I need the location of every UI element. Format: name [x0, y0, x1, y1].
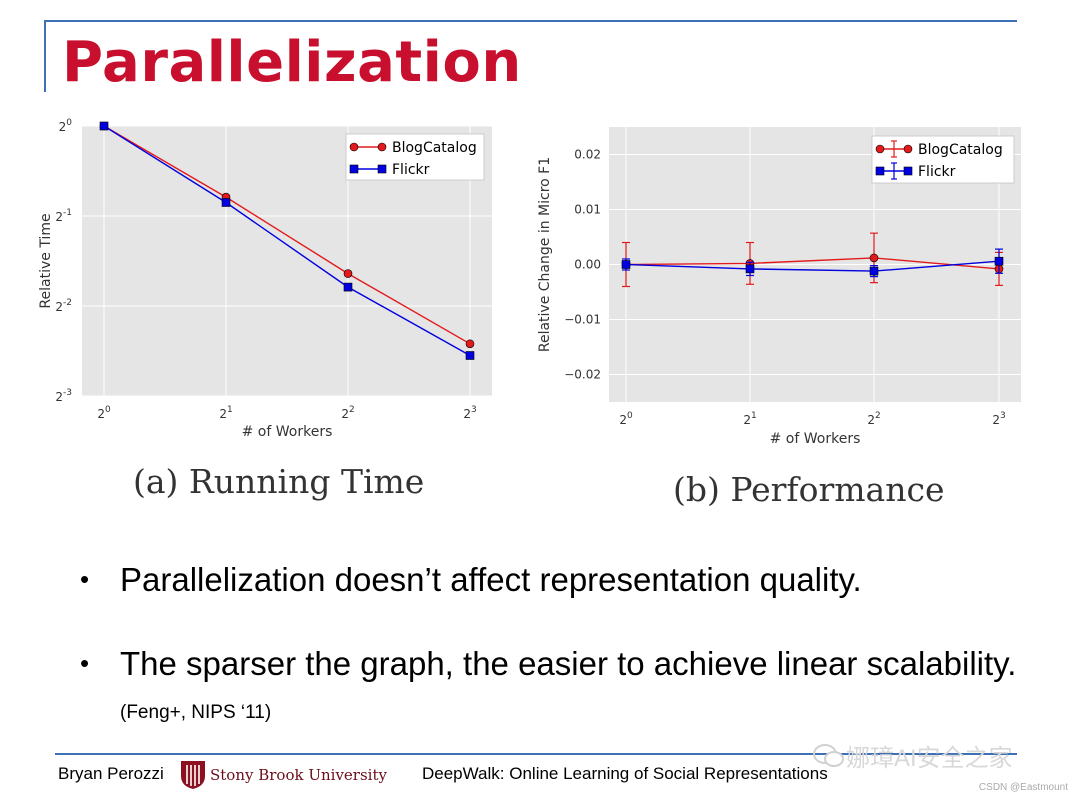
x-tick-label: 20: [619, 411, 633, 427]
data-point-flickr: [221, 198, 231, 207]
y-tick-label: 0.01: [574, 203, 601, 217]
data-point-flickr: [745, 264, 755, 274]
data-point-flickr: [343, 282, 353, 292]
y-tick-label: 20: [59, 118, 73, 134]
bullet-list: • Parallelization doesn’t affect represe…: [80, 558, 1020, 775]
university-logo: Stony Brook University: [180, 760, 387, 790]
series-line-flickr: [625, 260, 1000, 272]
top-rule: [45, 20, 1017, 22]
legend-marker: [377, 142, 387, 152]
legend-marker: [349, 142, 359, 152]
x-tick-label: 22: [341, 405, 354, 421]
footer-talk-title: DeepWalk: Online Learning of Social Repr…: [422, 764, 828, 783]
watermark-text: 娜璋AI安全之家: [846, 745, 1013, 772]
legend-box: [871, 135, 1015, 184]
legend-label-blogcatalog: BlogCatalog: [392, 140, 477, 156]
y-tick-label: 0.02: [574, 148, 601, 162]
x-tick-label: 21: [743, 411, 756, 427]
bullet-dot-icon: •: [80, 564, 90, 594]
y-axis-label: Relative Change in Micro F1: [537, 157, 553, 352]
y-tick-label: 2-3: [55, 388, 72, 404]
data-point-blogcatalog: [343, 269, 353, 278]
series-line-flickr: [103, 125, 471, 357]
data-point-flickr: [99, 121, 109, 131]
credit-text: CSDN @Eastmount: [978, 782, 1068, 793]
slide-title: Parallelization: [62, 30, 522, 95]
legend-marker: [875, 144, 885, 154]
x-tick-label: 23: [463, 405, 476, 421]
caption-running-time: (a) Running Time: [133, 462, 425, 501]
legend-label-flickr: Flickr: [392, 162, 430, 178]
data-point-blogcatalog: [869, 253, 879, 263]
bullet-item: • Parallelization doesn’t affect represe…: [80, 558, 1020, 601]
x-tick-label: 23: [992, 411, 1005, 427]
legend-marker: [377, 164, 387, 174]
y-tick-label: 2-1: [55, 208, 72, 224]
legend-label-blogcatalog: BlogCatalog: [918, 142, 1003, 158]
footer-author: Bryan Perozzi: [58, 764, 164, 783]
legend-marker: [875, 166, 885, 176]
legend-marker: [903, 166, 913, 176]
bullet-item: • The sparser the graph, the easier to a…: [80, 642, 1020, 734]
legend-box: [345, 133, 485, 181]
y-axis-label: Relative Time: [38, 213, 54, 308]
watermark: 娜璋AI安全之家: [812, 738, 1013, 773]
left-rule: [44, 20, 46, 92]
legend-label-flickr: Flickr: [918, 164, 956, 180]
x-axis-label: # of Workers: [242, 424, 333, 440]
footer-rule: [55, 753, 1017, 755]
bullet-text: The sparser the graph, the easier to ach…: [120, 645, 1017, 682]
x-axis-label: # of Workers: [770, 431, 861, 447]
data-point-flickr: [465, 351, 475, 360]
data-point-flickr: [621, 260, 631, 269]
wechat-icon: [813, 743, 844, 767]
stony-brook-shield-icon: [181, 761, 205, 789]
y-tick-label: −0.02: [564, 368, 601, 382]
legend-marker: [349, 164, 359, 174]
university-name: Stony Brook University: [210, 766, 387, 784]
bullet-citation: (Feng+, NIPS ‘11): [120, 702, 272, 723]
series-line-blogcatalog: [103, 125, 471, 345]
series-line-blogcatalog: [625, 257, 1000, 270]
caption-performance: (b) Performance: [673, 470, 945, 509]
legend-marker: [903, 144, 913, 154]
x-tick-label: 20: [97, 405, 111, 421]
data-point-flickr: [869, 266, 879, 276]
x-tick-label: 21: [219, 405, 232, 421]
data-point-blogcatalog: [465, 339, 475, 349]
data-point-flickr: [994, 256, 1004, 266]
y-tick-label: 0.00: [574, 258, 601, 272]
bullet-text: Parallelization doesn’t affect represent…: [120, 561, 862, 598]
x-tick-label: 22: [867, 411, 880, 427]
bullet-dot-icon: •: [80, 648, 90, 678]
y-tick-label: 2-2: [55, 298, 72, 314]
y-tick-label: −0.01: [564, 313, 601, 327]
